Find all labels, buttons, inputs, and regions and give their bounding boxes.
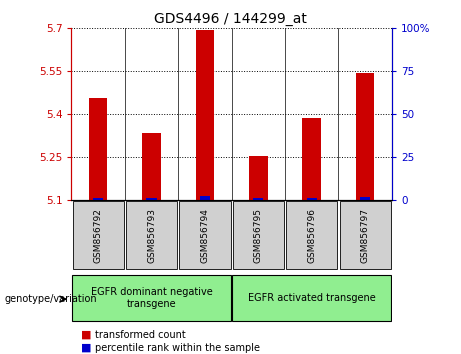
Bar [360, 196, 370, 200]
Bar [253, 198, 264, 200]
Text: transformed count: transformed count [95, 330, 185, 339]
Bar [195, 30, 214, 200]
Text: genotype/variation: genotype/variation [5, 294, 97, 304]
Bar [302, 118, 321, 200]
Text: GSM856795: GSM856795 [254, 208, 263, 263]
Bar [339, 201, 391, 269]
Bar [356, 73, 374, 200]
Text: GSM856797: GSM856797 [361, 208, 370, 263]
Bar [142, 133, 161, 200]
Text: EGFR activated transgene: EGFR activated transgene [248, 293, 376, 303]
Bar [232, 275, 391, 321]
Bar [126, 201, 177, 269]
Bar [233, 201, 284, 269]
Bar [200, 196, 210, 200]
Text: GSM856796: GSM856796 [307, 208, 316, 263]
Text: GSM856792: GSM856792 [94, 208, 103, 263]
Bar [147, 198, 157, 200]
Bar [179, 201, 230, 269]
Text: GDS4496 / 144299_at: GDS4496 / 144299_at [154, 12, 307, 27]
Text: ■: ■ [81, 330, 91, 339]
Text: GSM856793: GSM856793 [147, 208, 156, 263]
Bar [249, 156, 268, 200]
Bar [307, 198, 317, 200]
Bar [93, 198, 103, 200]
Text: GSM856794: GSM856794 [201, 208, 209, 263]
Bar [89, 98, 107, 200]
Bar [72, 201, 124, 269]
Text: EGFR dominant negative
transgene: EGFR dominant negative transgene [91, 287, 213, 309]
Text: percentile rank within the sample: percentile rank within the sample [95, 343, 260, 353]
Text: ■: ■ [81, 343, 91, 353]
Bar [72, 275, 231, 321]
Bar [286, 201, 337, 269]
